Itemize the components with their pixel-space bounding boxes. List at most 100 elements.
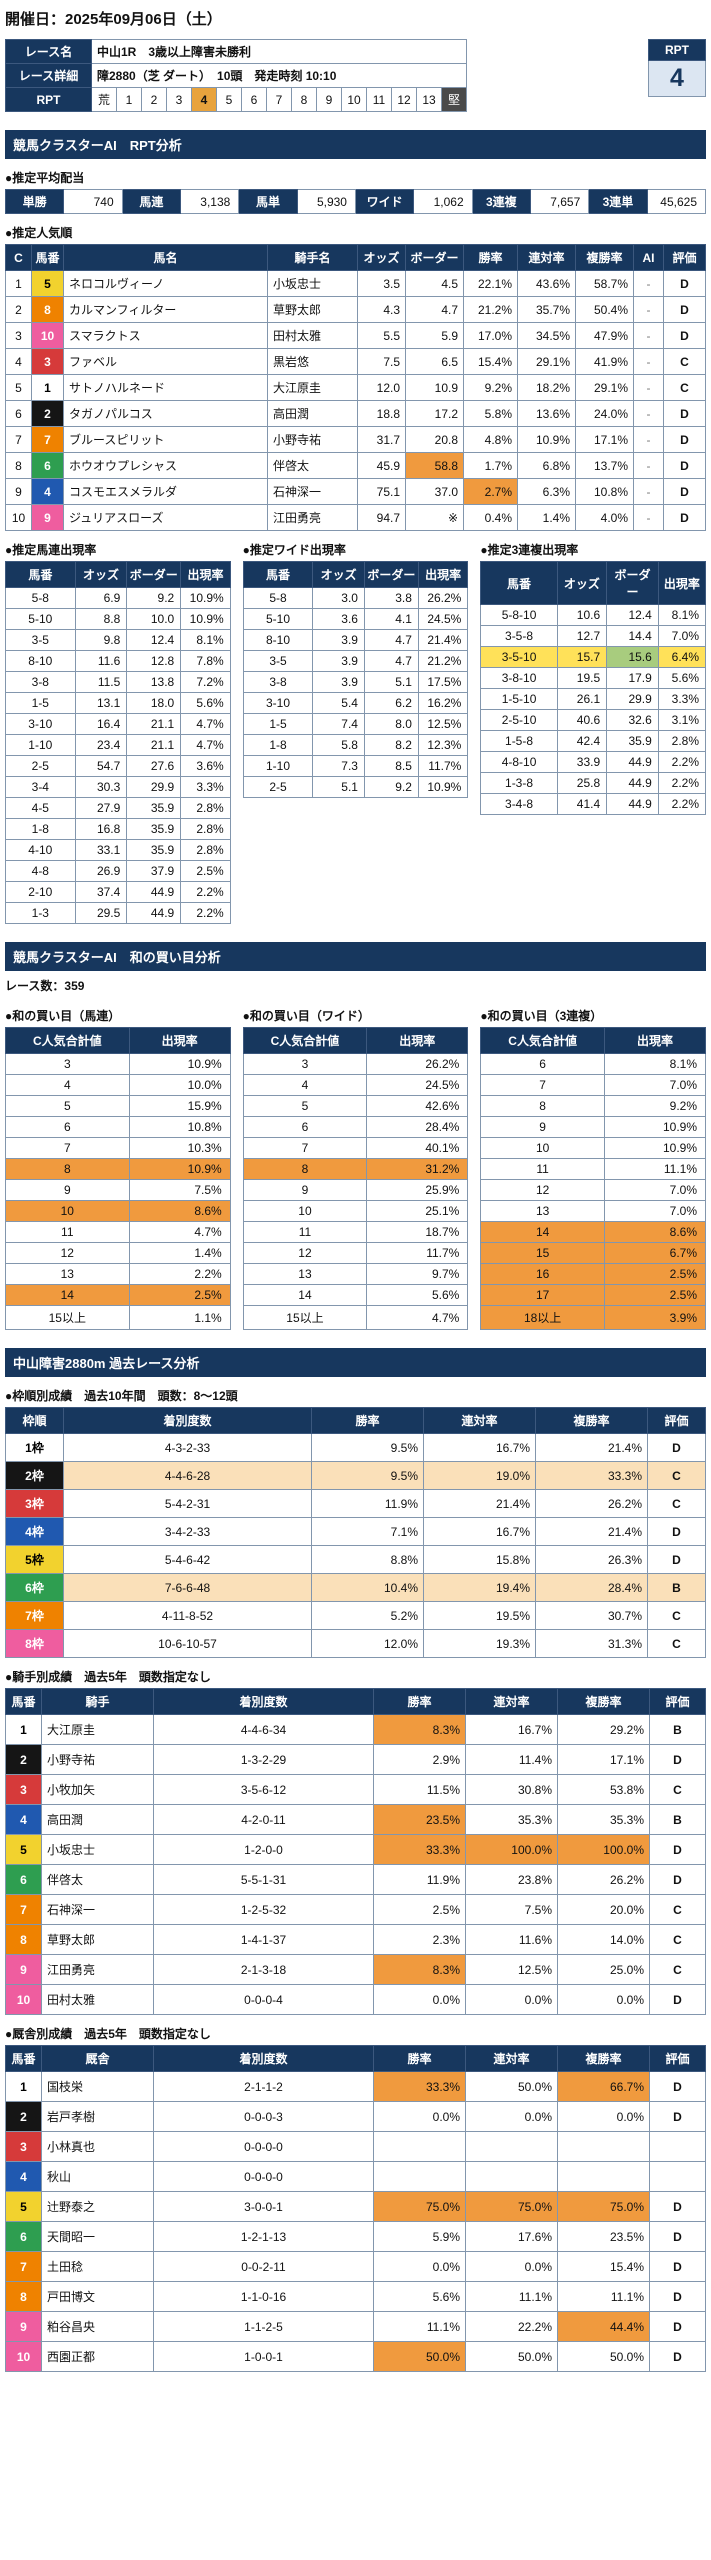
eval-cell: D [649,1834,706,1865]
border-cell: 17.2 [405,400,464,427]
popularity-sum-cell: 4 [242,1074,368,1096]
payout-label: ●推定平均配当 [5,171,85,185]
odds-border-cell: 12.4 [126,629,182,651]
trainer-row: 6 天間昭一 1-2-1-13 5.9% 17.6% 23.5% D [5,2221,706,2252]
payout-row: 単勝 740 馬連 3,138 馬単 5,930 ワイド 1,062 3連複 7,657 3連単 45… [4,189,707,214]
quinella-rate-cell: 29.1% [517,348,576,375]
occurrence-cell: 2.5% [128,1284,231,1306]
odds-cell: 5.5 [357,322,406,349]
odds-border-cell: 6.9 [74,587,128,609]
popularity-table: C 馬番 馬名 騎手名 オッズ ボーダー 勝率 連対率 複勝率 AI 評価 1 5 ネロコルヴィーノ 小坂… [5,244,706,531]
trainer-label: ●厩舎別成績 過去5年 頭数指定なし [5,2027,211,2041]
occurrence-cell: 2.8% [180,797,231,819]
waku-row: 1枠 4-3-2-33 9.5% 16.7% 21.4% D [5,1433,706,1462]
border-cell: 10.9 [405,374,464,401]
show-rate-cell: 17.1% [575,426,634,453]
win-rate-cell: 2.3% [373,1924,466,1955]
odds-cell: 31.7 [357,426,406,453]
win-rate-cell: 8.3% [373,1714,466,1745]
occurrence-cell: 25.9% [366,1179,469,1201]
occurrence-cell: 2.2% [657,793,707,815]
fuku-rate-cell: 20.0% [557,1894,650,1925]
trio-combo-row: 3-5-8 12.7 14.4 7.0% [480,625,707,647]
quinella-rate-cell: 13.6% [517,400,576,427]
jockey-name: 江田勇亮 [41,1954,154,1985]
odds-border-cell: 26.1 [556,688,608,710]
win-rate-cell: 11.5% [373,1774,466,1805]
odds-border-cell: 9.2 [363,776,419,798]
win-rate-cell: 33.3% [373,1834,466,1865]
trainer-row: 4 秋山 0-0-0-0 [5,2161,706,2192]
show-rate-cell: 29.1% [575,374,634,401]
trainer-name: 岩戸孝樹 [41,2101,154,2132]
jockey-name: 江田勇亮 [267,504,358,531]
wa-row: 15以上 1.1% [5,1305,231,1330]
record-cell: 1-2-1-13 [153,2221,374,2252]
column-header: 騎手名 [267,244,358,271]
win-rate-cell: 11.9% [373,1864,466,1895]
trio-combo-row: 2-5-10 40.6 32.6 3.1% [480,709,707,731]
rank-cell: 9 [5,478,32,505]
win-rate-cell: 11.9% [311,1489,424,1518]
win-rate-cell: 5.8% [463,400,518,427]
show-rate-cell: 10.8% [575,478,634,505]
ren-rate-cell: 0.0% [465,1984,558,2015]
record-cell: 1-3-2-29 [153,1744,374,1775]
popularity-sum-cell: 14 [5,1284,130,1306]
combo-cell: 5-8-10 [480,604,558,626]
wide-pair-row: 1-8 5.8 8.2 12.3% [242,734,469,756]
odds-cell: 18.8 [357,400,406,427]
occurrence-cell: 2.2% [180,881,231,903]
ren-rate-cell: 23.8% [465,1864,558,1895]
occurrence-cell: 1.4% [128,1242,231,1264]
column-header: 出現率 [657,561,707,605]
header-row: 馬番 オッズ ボーダー 出現率 [242,561,469,588]
wa-row: 9 25.9% [242,1179,469,1201]
occurrence-cell: 1.1% [128,1305,231,1330]
odds-border-cell: 44.9 [606,772,659,794]
waku-row: 7枠 4-11-8-52 5.2% 19.5% 30.7% C [5,1601,706,1630]
combo-cell: 1-8 [5,818,76,840]
win-rate-cell: 15.4% [463,348,518,375]
occurrence-cell: 10.3% [128,1137,231,1159]
waku-label: ●枠順別成績 過去10年間 頭数：8〜12頭 [5,1389,238,1403]
jockey-name: 高田潤 [267,400,358,427]
odds-border-cell: 10.0 [126,608,182,630]
ai-cell: - [633,426,664,453]
win-rate-cell: 10.4% [311,1573,424,1602]
show-rate-cell: 47.9% [575,322,634,349]
column-header: 枠順 [5,1407,64,1434]
fuku-rate-cell: 100.0% [557,1834,650,1865]
rpt-scale-cell: 5 [216,87,242,112]
wa-row: 14 5.6% [242,1284,469,1306]
horse-name: ブルースピリット [63,426,268,453]
column-header: 勝率 [373,2045,466,2072]
eval-cell: C [647,1461,706,1490]
quinella-rate-cell: 6.8% [517,452,576,479]
odds-border-cell: 25.8 [556,772,608,794]
popularity-sum-cell: 9 [5,1179,130,1201]
combo-cell: 5-8 [242,587,314,609]
odds-border-cell: 3.6 [312,608,365,630]
column-header: AI [633,244,664,271]
wa-row: 9 7.5% [5,1179,231,1201]
horse-number-badge: 1 [5,2071,42,2102]
ren-rate-cell: 35.3% [465,1804,558,1835]
occurrence-cell: 8.6% [603,1221,707,1243]
combo-cell: 2-10 [5,881,76,903]
wa-row: 3 10.9% [5,1053,231,1075]
jockey-table: 馬番 騎手 着別度数 勝率 連対率 複勝率 評価 1 大江原圭 4-4-6-34 8.3% 16.7… [5,1688,706,2015]
show-rate-cell: 33.3% [535,1461,648,1490]
win-rate-cell: 23.5% [373,1804,466,1835]
trio-combo-row: 3-5-10 15.7 15.6 6.4% [480,646,707,668]
ren-rate-cell: 17.6% [465,2221,558,2252]
odds-border-cell: 15.6 [606,646,659,668]
combo-cell: 8-10 [5,650,76,672]
combo-cell: 2-5-10 [480,709,558,731]
record-cell: 1-2-5-32 [153,1894,374,1925]
occurrence-cell: 2.5% [603,1284,707,1306]
quinella-rate-cell: 19.0% [423,1461,536,1490]
show-rate-cell: 26.3% [535,1545,648,1574]
occurrence-cell: 3.1% [657,709,707,731]
wa-row: 8 9.2% [480,1095,707,1117]
